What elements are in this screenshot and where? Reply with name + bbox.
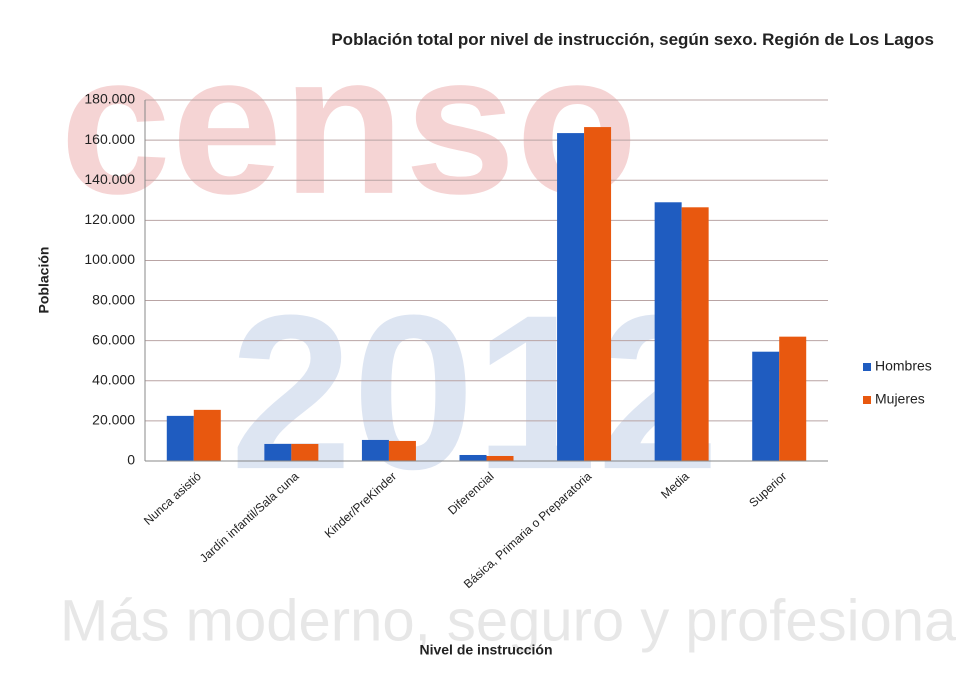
y-tick-label: 120.000 — [84, 211, 135, 227]
bar — [681, 207, 709, 461]
y-tick-label: 20.000 — [92, 412, 135, 428]
bar — [486, 455, 514, 461]
x-axis-title: Nivel de instrucción — [419, 642, 552, 658]
bar — [752, 351, 780, 461]
bar — [291, 443, 319, 461]
y-tick-label: 60.000 — [92, 331, 135, 347]
y-axis-title: Población — [36, 247, 52, 314]
bar — [264, 443, 292, 461]
bar — [584, 127, 612, 461]
watermark: censo 2012 Más moderno, seguro y profesion… — [60, 13, 956, 654]
chart-title: Población total por nivel de instrucción… — [331, 30, 934, 49]
legend-label: Hombres — [875, 358, 932, 374]
bar — [166, 415, 194, 461]
bar — [459, 454, 487, 461]
y-tick-label: 0 — [127, 452, 135, 468]
legend-marker — [863, 396, 871, 404]
bar — [557, 133, 585, 461]
y-tick-label: 160.000 — [84, 131, 135, 147]
bar — [361, 439, 389, 461]
y-tick-label: 180.000 — [84, 91, 135, 107]
x-tick-label: Nunca asistió — [141, 469, 204, 528]
watermark-text: 2012 — [230, 269, 719, 515]
watermark-text: Más moderno, seguro y profesional — [60, 588, 956, 653]
x-tick-label: Superior — [746, 469, 789, 510]
y-tick-label: 100.000 — [84, 251, 135, 267]
y-tick-label: 140.000 — [84, 171, 135, 187]
legend-label: Mujeres — [875, 391, 925, 407]
bar — [779, 336, 807, 461]
bar — [193, 409, 221, 461]
y-tick-label: 80.000 — [92, 291, 135, 307]
bar — [654, 202, 682, 462]
watermark-text: censo — [60, 13, 638, 236]
y-tick-label: 40.000 — [92, 371, 135, 387]
legend-marker — [863, 363, 871, 371]
bar — [388, 440, 416, 461]
